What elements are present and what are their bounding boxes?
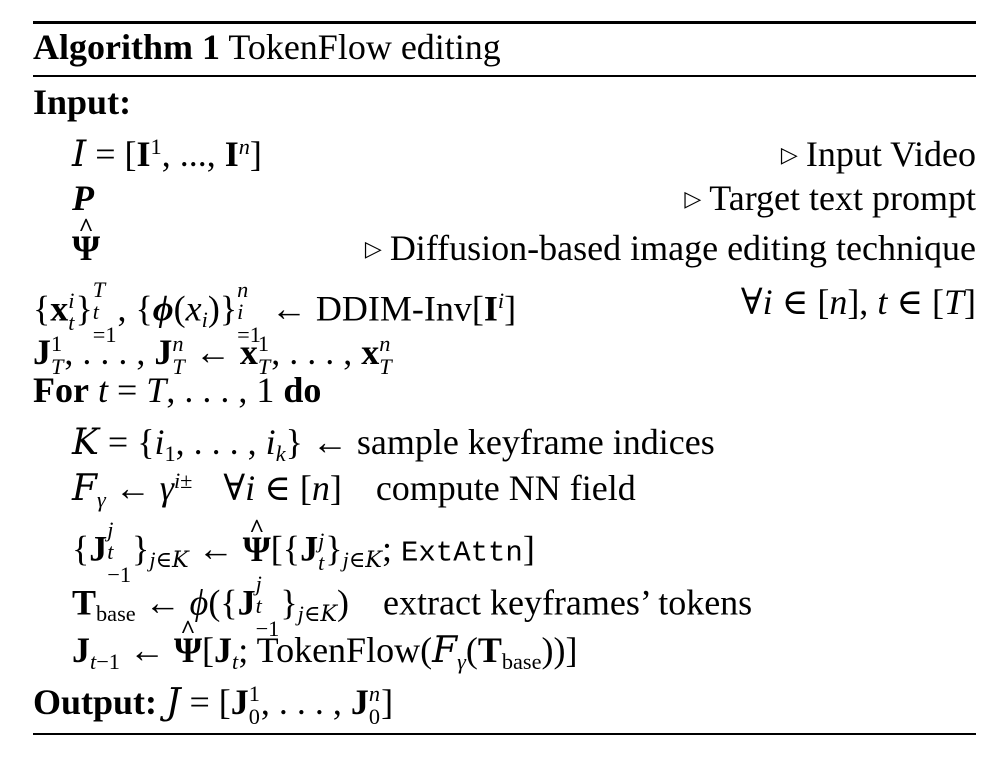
top-rule xyxy=(33,21,976,24)
algorithm-title: Algorithm 1 TokenFlow editing xyxy=(33,27,501,67)
line-editing-technique: Ψ ▷Diffusion-based image editing techniq… xyxy=(72,225,976,271)
comment-input-video: ▷ Input Video xyxy=(780,134,976,174)
triangle-icon: ▷ xyxy=(684,186,702,211)
line-tokenflow-step: Jt−1 ← Ψ[Jt; TokenFlow(Fγ(Tbase))] xyxy=(72,627,976,673)
header-rule xyxy=(33,75,976,77)
comment-editing-technique: ▷ Diffusion-based image editing technique xyxy=(364,228,976,268)
line-target-prompt: P ▷ Target text prompt xyxy=(72,175,976,221)
triangle-icon: ▷ xyxy=(780,142,798,167)
line-sample-keyframes: K = {i1, . . . , ik} ← sample keyframe i… xyxy=(72,422,715,466)
line-keyframe-edit: {Jjt−1}j∈K ← Ψ[{Jjt}j∈K; ExtAttn] xyxy=(72,518,976,585)
comment-target-prompt: ▷ Target text prompt xyxy=(684,178,976,218)
line-extract-tokens: Tbase ← ϕ({J j t −1}j∈K) extract keyframes’ … xyxy=(72,571,753,641)
input-header: Input: xyxy=(33,82,132,122)
triangle-icon: ▷ xyxy=(364,236,382,261)
line-input-video: I = [I1, ..., In] ▷ Input Video xyxy=(72,131,976,177)
line-for-loop: For t = T, . . . , 1 do xyxy=(33,370,322,410)
bottom-rule xyxy=(33,733,976,735)
line-nn-field: Fγ ← γi± ∀i ∈ [n] compute NN field xyxy=(72,467,636,512)
